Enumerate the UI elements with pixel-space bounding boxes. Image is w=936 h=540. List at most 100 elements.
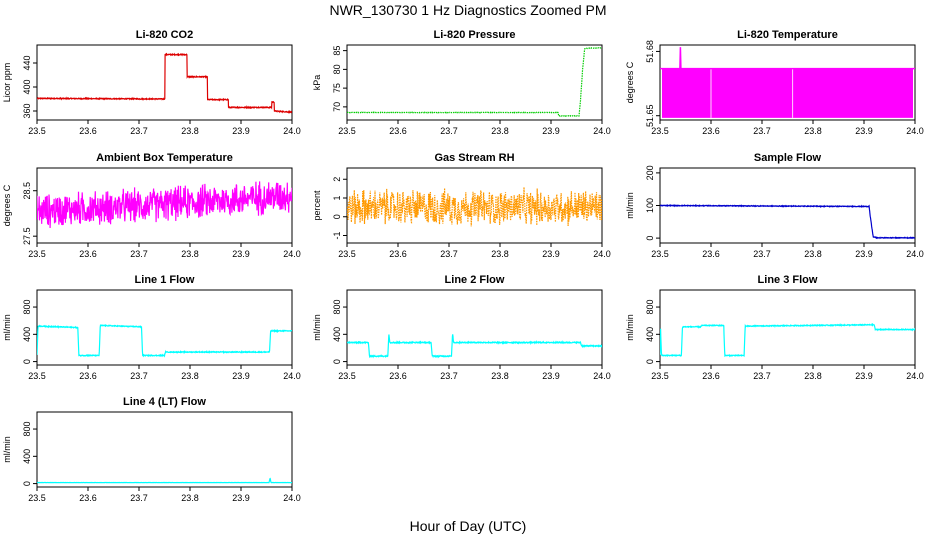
- x-tick-label: 23.9: [542, 249, 560, 259]
- y-tick-label: 400: [22, 327, 32, 342]
- x-tick-label: 24.0: [593, 126, 611, 136]
- series-group: [660, 203, 915, 240]
- series-line: [37, 52, 292, 114]
- y-tick-label: 28.5: [22, 182, 32, 200]
- panel-li-820-co2: Li-820 CO2 Licor ppm 23.5 23.6 23.7 23.8 23.9 2…: [2, 29, 301, 136]
- plot-frame: [36, 411, 293, 488]
- y-axis-label: degrees C: [625, 61, 635, 103]
- panel-title: Line 4 (LT) Flow: [123, 396, 206, 408]
- x-tick-label: 23.7: [440, 126, 458, 136]
- y-tick-label: 75: [332, 83, 342, 93]
- x-tick-label: 24.0: [593, 371, 611, 381]
- x-tick-label: 23.6: [79, 371, 97, 381]
- plot-frame: [36, 44, 293, 121]
- y-tick-label: 27.5: [22, 227, 32, 245]
- plot-frame: [346, 289, 603, 366]
- y-tick-label: 800: [22, 422, 32, 437]
- y-tick-label: 51.65: [645, 104, 655, 127]
- y-axis-label: Licor ppm: [2, 63, 12, 103]
- panel-ambient-box-temperature: Ambient Box Temperature degrees C 23.5 23.6…: [2, 152, 301, 259]
- series-group: [37, 181, 292, 229]
- x-tick-label: 23.9: [232, 371, 250, 381]
- x-tick-label: 23.6: [79, 493, 97, 503]
- figure-title: NWR_130730 1 Hz Diagnostics Zoomed PM: [329, 2, 607, 18]
- series-group: [347, 334, 602, 359]
- x-tick-label: 23.7: [753, 371, 771, 381]
- y-tick-label: 200: [645, 165, 655, 180]
- x-tick-label: 23.9: [542, 126, 560, 136]
- y-tick-label: 800: [22, 300, 32, 315]
- x-tick-label: 23.5: [338, 249, 356, 259]
- x-tick-label: 23.9: [855, 126, 873, 136]
- temperature-band: [662, 68, 913, 118]
- panel-title: Li-820 CO2: [136, 29, 193, 41]
- x-tick-label: 23.9: [232, 493, 250, 503]
- panel-title: Li-820 Temperature: [737, 29, 838, 41]
- x-tick-label: 23.7: [130, 249, 148, 259]
- x-tick-label: 23.8: [181, 371, 199, 381]
- panel-li-820-temperature: Li-820 Temperature degrees C 23.5 23.6 23.7 2…: [625, 29, 924, 136]
- x-tick-label: 23.7: [130, 493, 148, 503]
- x-tick-label: 23.7: [130, 371, 148, 381]
- x-tick-label: 24.0: [906, 126, 924, 136]
- x-tick-label: 23.5: [28, 493, 46, 503]
- panel-title: Gas Stream RH: [434, 152, 514, 164]
- y-tick-label: 800: [332, 300, 342, 315]
- x-tick-label: 23.6: [702, 126, 720, 136]
- panel-line-3-flow: Line 3 Flow ml/min 23.5 23.6 23.7 23.8 23.9 24.…: [625, 274, 924, 381]
- x-tick-label: 23.7: [440, 249, 458, 259]
- panel-title: Ambient Box Temperature: [96, 152, 233, 164]
- series-line: [37, 477, 292, 484]
- x-tick-label: 23.7: [753, 249, 771, 259]
- series-line: [37, 323, 292, 358]
- x-tick-label: 23.8: [181, 126, 199, 136]
- series-group: [37, 52, 292, 114]
- y-tick-label: 0: [22, 359, 32, 364]
- panel-title: Line 3 Flow: [758, 274, 818, 286]
- x-tick-label: 23.9: [542, 371, 560, 381]
- panel-li-820-pressure: Li-820 Pressure kPa 23.5 23.6 23.7 23.8 23.9 24…: [312, 29, 611, 136]
- x-tick-label: 23.6: [389, 371, 407, 381]
- panel-sample-flow: Sample Flow ml/min 23.5 23.6 23.7 23.8 23.9 24.…: [625, 152, 924, 259]
- y-axis-label: ml/min: [2, 314, 12, 341]
- x-tick-label: 23.7: [440, 371, 458, 381]
- y-tick-label: 100: [645, 198, 655, 213]
- panel-title: Sample Flow: [754, 152, 822, 164]
- x-tick-label: 23.8: [804, 371, 822, 381]
- x-tick-label: 24.0: [906, 249, 924, 259]
- x-tick-label: 23.5: [338, 371, 356, 381]
- x-tick-label: 23.9: [855, 371, 873, 381]
- x-tick-label: 23.9: [855, 249, 873, 259]
- panel-title: Line 2 Flow: [445, 274, 505, 286]
- plot-frame: [36, 289, 293, 366]
- y-axis-label: degrees C: [2, 184, 12, 226]
- series-group: [660, 322, 915, 358]
- series-line: [660, 47, 915, 70]
- x-tick-label: 23.7: [753, 126, 771, 136]
- panel-line-2-flow: Line 2 Flow ml/min 23.5 23.6 23.7 23.8 23.9 24.…: [312, 274, 611, 381]
- y-tick-label: 51.68: [645, 40, 655, 63]
- x-tick-label: 23.8: [181, 493, 199, 503]
- y-tick-label: 0: [332, 214, 342, 219]
- y-tick-label: 800: [645, 300, 655, 315]
- x-tick-label: 23.9: [232, 126, 250, 136]
- plot-frame: [659, 289, 916, 366]
- panel-line-4-lt-flow: Line 4 (LT) Flow ml/min 23.5 23.6 23.7 23.8 23…: [2, 396, 301, 503]
- x-tick-label: 24.0: [593, 249, 611, 259]
- x-axis-label: Hour of Day (UTC): [409, 518, 527, 534]
- y-tick-label: 70: [332, 102, 342, 112]
- x-tick-label: 24.0: [283, 371, 301, 381]
- x-tick-label: 23.5: [651, 126, 669, 136]
- x-tick-label: 23.6: [702, 249, 720, 259]
- x-tick-label: 23.8: [804, 249, 822, 259]
- series-line: [347, 47, 602, 118]
- x-tick-label: 23.8: [491, 249, 509, 259]
- panel-title: Li-820 Pressure: [434, 29, 516, 41]
- series-line: [347, 334, 602, 359]
- plot-frame: [346, 44, 603, 121]
- series-line: [37, 181, 292, 229]
- panel-gas-stream-rh: Gas Stream RH percent 23.5 23.6 23.7 23.8 23.9…: [312, 152, 611, 259]
- series-group: [660, 47, 915, 118]
- x-tick-label: 23.5: [651, 249, 669, 259]
